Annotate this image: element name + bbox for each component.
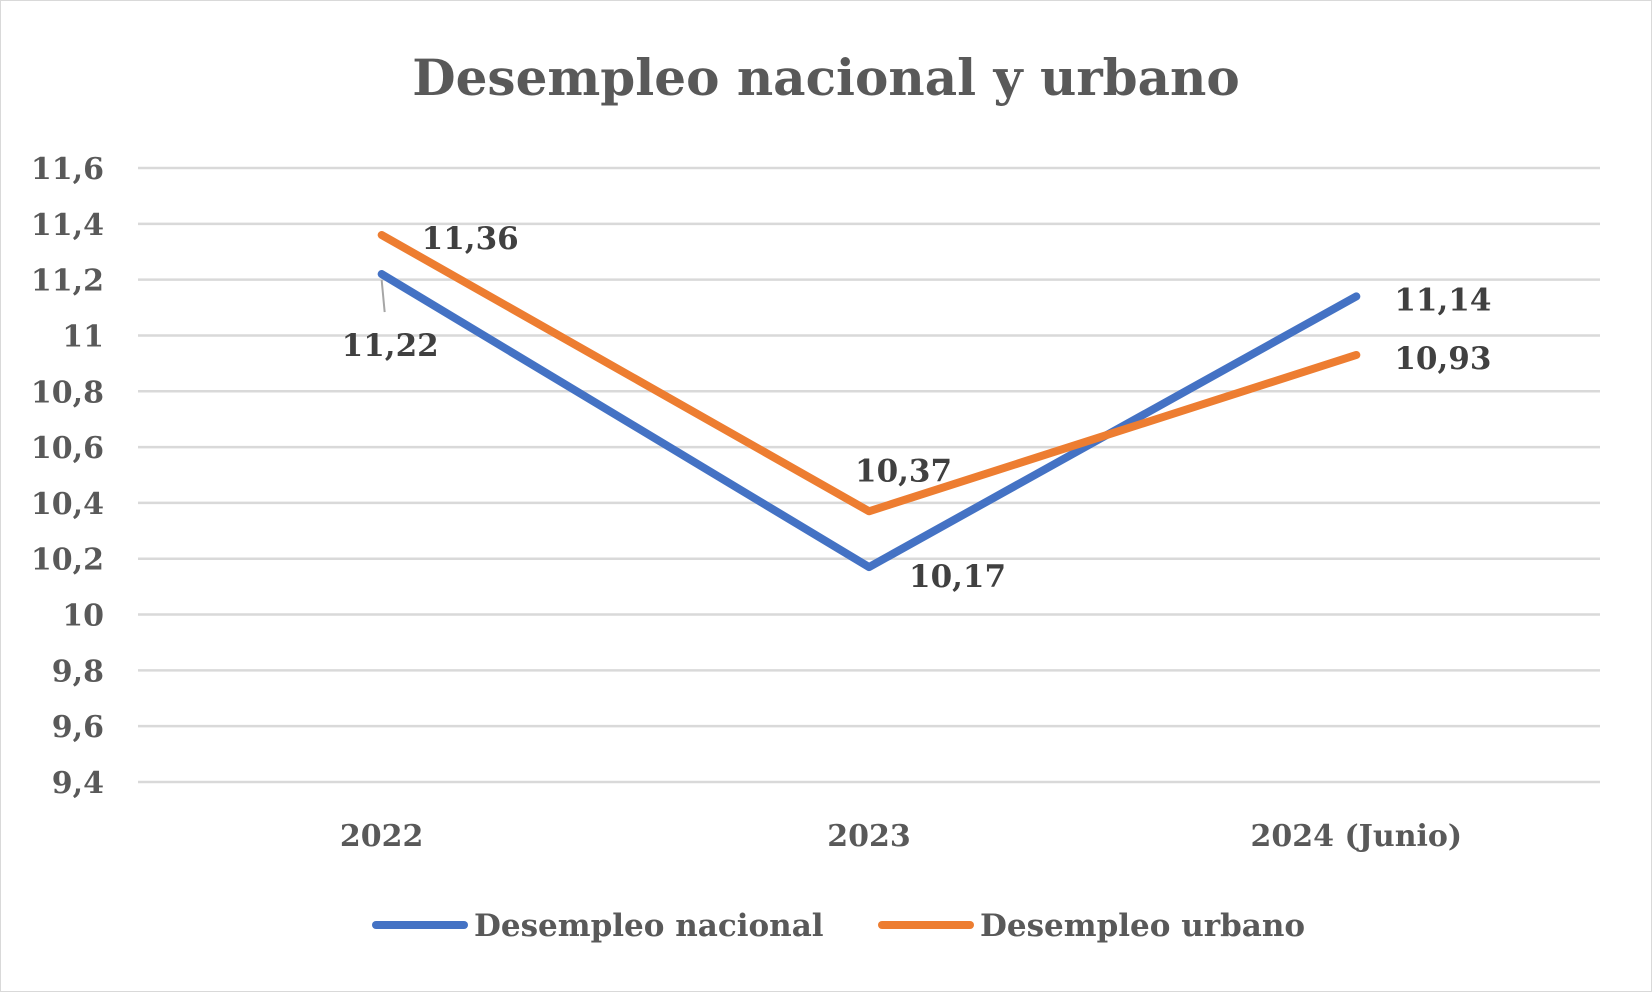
data-label: 10,93 <box>1394 341 1491 377</box>
y-tick-label: 9,6 <box>52 710 104 745</box>
y-tick-label: 9,4 <box>52 766 104 801</box>
gridlines <box>138 166 1600 784</box>
y-tick-label: 11,4 <box>31 208 104 243</box>
legend-label: Desempleo nacional <box>474 908 824 944</box>
y-tick-label: 10,2 <box>31 543 104 578</box>
data-label: 11,36 <box>422 221 519 257</box>
x-tick-label: 2024 (Junio) <box>1251 819 1463 854</box>
legend-label: Desempleo urbano <box>980 908 1305 944</box>
y-tick-label: 11 <box>62 319 104 354</box>
y-axis: 9,4 9,6 9,8 10 10,2 10,4 10,6 10,8 11 11,2 11,4 11,… <box>31 152 104 801</box>
legend: Desempleo nacional Desempleo urbano <box>372 908 1305 944</box>
data-labels: 11,22 10,17 11,14 11,36 10,37 10,93 <box>342 221 1492 595</box>
data-label: 10,17 <box>909 559 1006 595</box>
series-line-urbano <box>377 230 1361 516</box>
y-tick-label: 10 <box>62 599 104 634</box>
y-tick-label: 10,4 <box>31 487 104 522</box>
y-tick-label: 10,8 <box>31 375 104 410</box>
chart-title: Desempleo nacional y urbano <box>412 48 1239 107</box>
data-label: 11,22 <box>342 328 439 364</box>
y-tick-label: 9,8 <box>52 654 104 689</box>
x-tick-label: 2023 <box>827 819 911 854</box>
label-leader-line <box>380 279 386 313</box>
data-label: 11,14 <box>1394 282 1491 318</box>
y-tick-label: 10,6 <box>31 431 104 466</box>
y-tick-label: 11,6 <box>31 152 104 187</box>
x-tick-label: 2022 <box>340 819 424 854</box>
x-axis: 2022 2023 2024 (Junio) <box>340 819 1462 854</box>
series-layer <box>377 230 1361 572</box>
y-tick-label: 11,2 <box>31 264 104 299</box>
data-label: 10,37 <box>855 453 952 489</box>
series-line-nacional <box>377 270 1361 572</box>
